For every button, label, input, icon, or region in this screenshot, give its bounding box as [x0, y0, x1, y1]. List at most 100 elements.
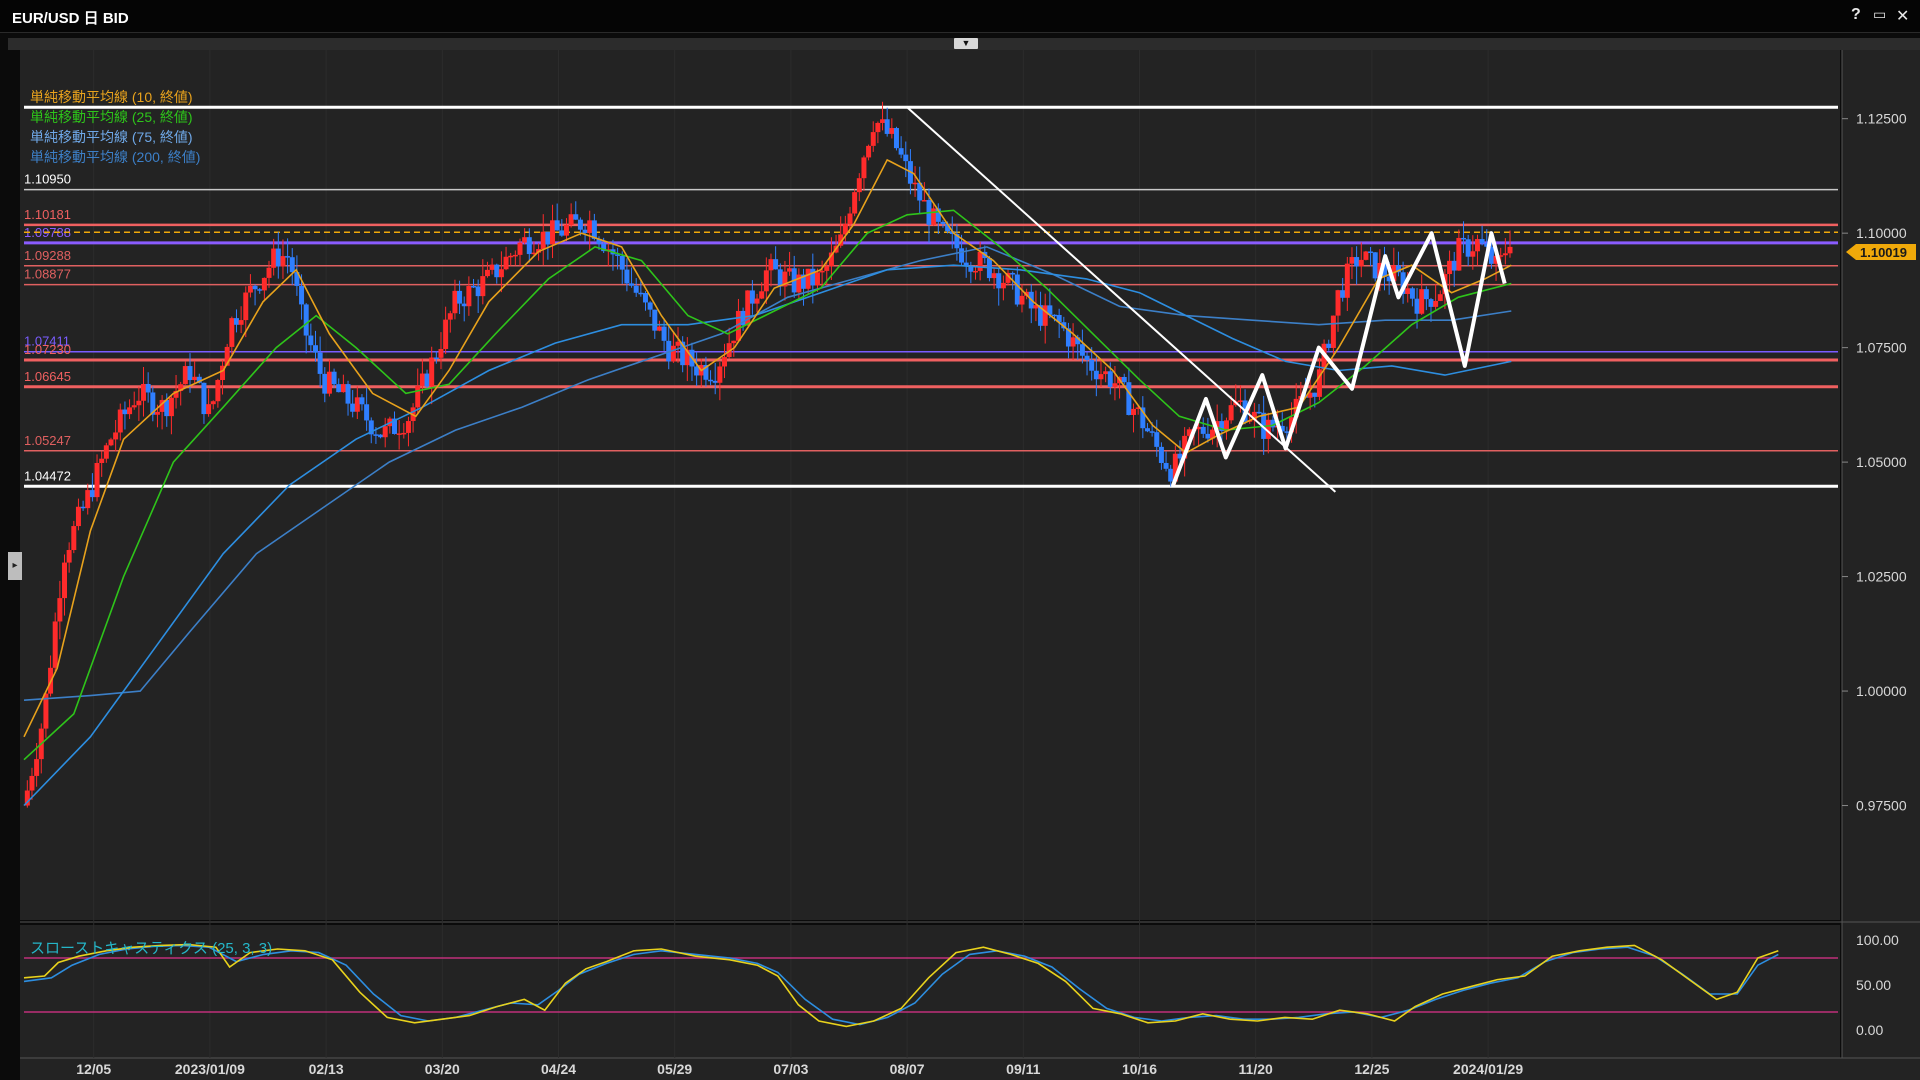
candle-body	[1409, 288, 1415, 299]
candle-body	[972, 270, 978, 273]
candle-body	[168, 397, 174, 417]
candle-body	[526, 237, 532, 255]
candle-body	[145, 383, 151, 393]
candle-body	[1168, 468, 1174, 482]
candle-body	[159, 399, 165, 412]
candle-body	[1465, 239, 1471, 257]
candle-body	[1256, 411, 1262, 414]
candle-body	[921, 200, 927, 202]
candle-body	[326, 371, 332, 394]
side-panel-handle[interactable]: ▸	[8, 552, 22, 580]
candle-body	[512, 254, 518, 257]
y-tick-label: 1.10000	[1856, 225, 1907, 241]
candle-body	[1428, 299, 1434, 307]
candle-body	[1084, 355, 1090, 360]
candle-body	[629, 283, 635, 286]
candle-body	[1349, 257, 1355, 264]
candle-body	[187, 366, 193, 381]
level-label: 1.07230	[24, 342, 71, 357]
candle-body	[475, 286, 481, 297]
candle-body	[712, 380, 718, 383]
sma10-line	[23, 158, 1512, 738]
horizontal-levels[interactable]: 1.109501.101811.097881.092881.088771.074…	[24, 105, 1838, 488]
candle-body	[875, 122, 881, 133]
candle-body	[229, 318, 235, 347]
candle-body	[1358, 259, 1364, 267]
candle-body	[99, 458, 105, 463]
candle-body	[1219, 421, 1225, 431]
collapse-toolbar-button[interactable]: ▼	[954, 38, 978, 49]
maximize-icon[interactable]: ▭	[1873, 6, 1887, 22]
level-label: 1.10181	[24, 207, 71, 222]
candle-body	[1093, 370, 1099, 380]
candle-body	[1456, 237, 1462, 271]
candle-body	[71, 526, 77, 551]
candle-body	[1507, 246, 1513, 254]
candle-body	[680, 341, 686, 366]
level-label: 1.06645	[24, 369, 71, 384]
candle-body	[759, 291, 765, 299]
candle-body	[396, 433, 402, 435]
drawings[interactable]	[906, 106, 1507, 493]
candle-body	[1279, 425, 1285, 432]
candle-body	[1419, 289, 1425, 314]
candle-body	[1423, 289, 1429, 300]
x-tick-label: 05/29	[657, 1061, 692, 1077]
candle-body	[1061, 322, 1067, 329]
candle-body	[312, 345, 318, 353]
x-tick-label: 12/05	[76, 1061, 111, 1077]
stochastic-label: スローストキャスティクス (25, 3, 3)	[30, 940, 272, 957]
candle-body	[75, 506, 81, 527]
candle-body	[661, 326, 667, 341]
candle-body	[1395, 265, 1401, 273]
candle-body	[554, 220, 560, 231]
candle-body	[749, 290, 755, 304]
candle-body	[471, 286, 477, 288]
sma25-line	[23, 209, 1512, 761]
candle-body	[266, 267, 272, 278]
candle-body	[935, 208, 941, 222]
candle-body	[1214, 421, 1220, 430]
candle-body	[247, 285, 253, 293]
candle-body	[150, 392, 156, 415]
candle-body	[540, 231, 546, 250]
level-label: 1.09288	[24, 248, 71, 263]
candle-body	[415, 385, 421, 408]
x-tick-label: 11/20	[1239, 1061, 1273, 1077]
candle-body	[517, 242, 523, 255]
candle-body	[299, 285, 305, 305]
candle-body	[178, 384, 184, 391]
candle-body	[708, 379, 714, 382]
candle-body	[1005, 272, 1011, 283]
x-tick-label: 10/16	[1122, 1061, 1157, 1077]
candle-body	[1000, 282, 1006, 289]
candle-body	[638, 292, 644, 295]
x-tick-label: 2024/01/29	[1453, 1061, 1523, 1077]
level-label: 1.04472	[24, 468, 71, 483]
y-tick-label: 1.07500	[1856, 340, 1907, 356]
candle-body	[619, 255, 625, 270]
candle-body	[1479, 239, 1485, 244]
candle-body	[1340, 290, 1346, 298]
candle-body	[1223, 420, 1229, 431]
close-icon[interactable]: ✕	[1896, 8, 1910, 25]
candle-body	[1186, 429, 1192, 436]
candle-body	[880, 119, 886, 123]
x-tick-label: 09/11	[1006, 1061, 1040, 1077]
x-tick-label: 07/03	[773, 1061, 808, 1077]
candle-body	[1237, 400, 1243, 402]
candle-body	[573, 214, 579, 220]
candle-body	[768, 259, 774, 271]
candle-body	[596, 238, 602, 244]
candle-body	[494, 264, 500, 278]
candle-body	[828, 252, 834, 267]
candle-body	[1182, 435, 1188, 459]
candle-body	[210, 401, 216, 405]
candle-body	[1251, 411, 1257, 421]
candle-body	[545, 231, 551, 245]
candle-body	[498, 269, 504, 278]
time-axis-labels: 12/05 2023/01/09 02/13 03/20 04/24 05/29 07/03…	[76, 1061, 1523, 1077]
candle-body	[782, 271, 788, 287]
help-icon[interactable]: ?	[1851, 6, 1861, 23]
